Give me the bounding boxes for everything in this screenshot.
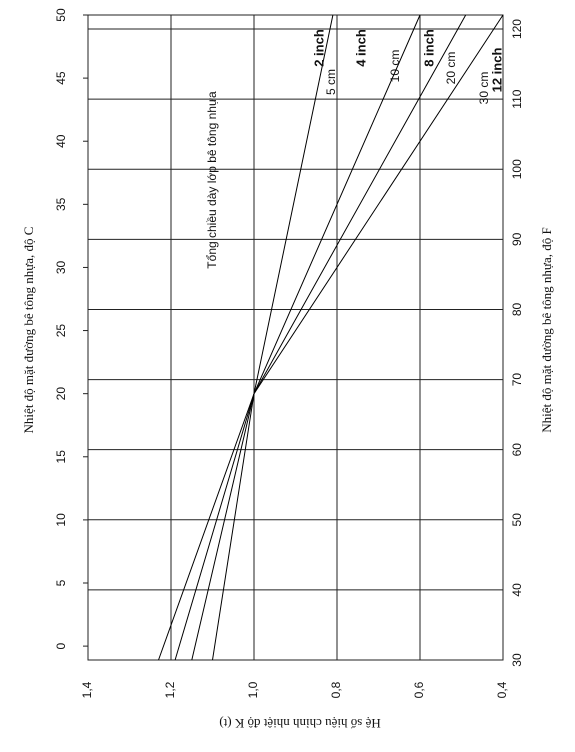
series-metric-label: 30 cm (477, 72, 491, 105)
y-tick-label: 1,2 (163, 681, 177, 698)
x2-axis-label: Nhiệt độ mặt đường bê tông nhựa, độ F (539, 227, 554, 432)
x2-tick-label: 80 (510, 302, 524, 316)
x-tick-label: 30 (54, 260, 68, 274)
series-label: 4 inch (353, 29, 368, 67)
x2-tick-label: 90 (510, 232, 524, 246)
series-metric-label: 20 cm (444, 52, 458, 85)
series-line (191, 14, 421, 661)
y-axis-label: Hệ số hiệu chỉnh nhiệt độ K (t) (219, 716, 380, 731)
y-tick-label: 0,6 (412, 681, 426, 698)
series-metric-label: 5 cm (324, 69, 338, 95)
annotation: Tổng chiều dày lớp bê tông nhựa (205, 91, 219, 269)
series-line (158, 14, 504, 661)
x2-tick-label: 50 (510, 513, 524, 527)
y-tick-label: 1,4 (80, 681, 94, 698)
x2-tick-label: 60 (510, 443, 524, 457)
x2-tick-label: 110 (510, 89, 524, 108)
x-tick-label: 40 (54, 134, 68, 148)
x-tick-label: 15 (54, 450, 68, 464)
x2-tick-label: 70 (510, 373, 524, 387)
x2-tick-label: 30 (510, 653, 524, 667)
y-tick-label: 0,8 (329, 681, 343, 698)
x-tick-label: 0 (54, 642, 68, 649)
y-tick-label: 1,0 (246, 681, 260, 698)
x-tick-label: 25 (54, 324, 68, 338)
x-tick-label: 45 (54, 71, 68, 85)
y-tick-label: 0,4 (495, 681, 509, 698)
series-label: 2 inch (311, 29, 326, 67)
series-line (212, 14, 334, 661)
x2-tick-label: 120 (510, 19, 524, 39)
plot-frame (87, 14, 504, 661)
series-label: 8 inch (421, 29, 436, 67)
x-axis-label: Nhiệt độ mặt đường bê tông nhựa, độ C (21, 227, 36, 434)
x-tick-label: 20 (54, 387, 68, 401)
x-tick-label: 35 (54, 197, 68, 211)
x-tick-label: 5 (54, 579, 68, 586)
series-metric-label: 10 cm (388, 50, 402, 83)
x-tick-label: 10 (54, 513, 68, 527)
x-tick-label: 50 (54, 8, 68, 22)
series-label: 12 inch (489, 48, 504, 93)
x2-tick-label: 100 (510, 159, 524, 179)
x2-tick-label: 40 (510, 583, 524, 597)
